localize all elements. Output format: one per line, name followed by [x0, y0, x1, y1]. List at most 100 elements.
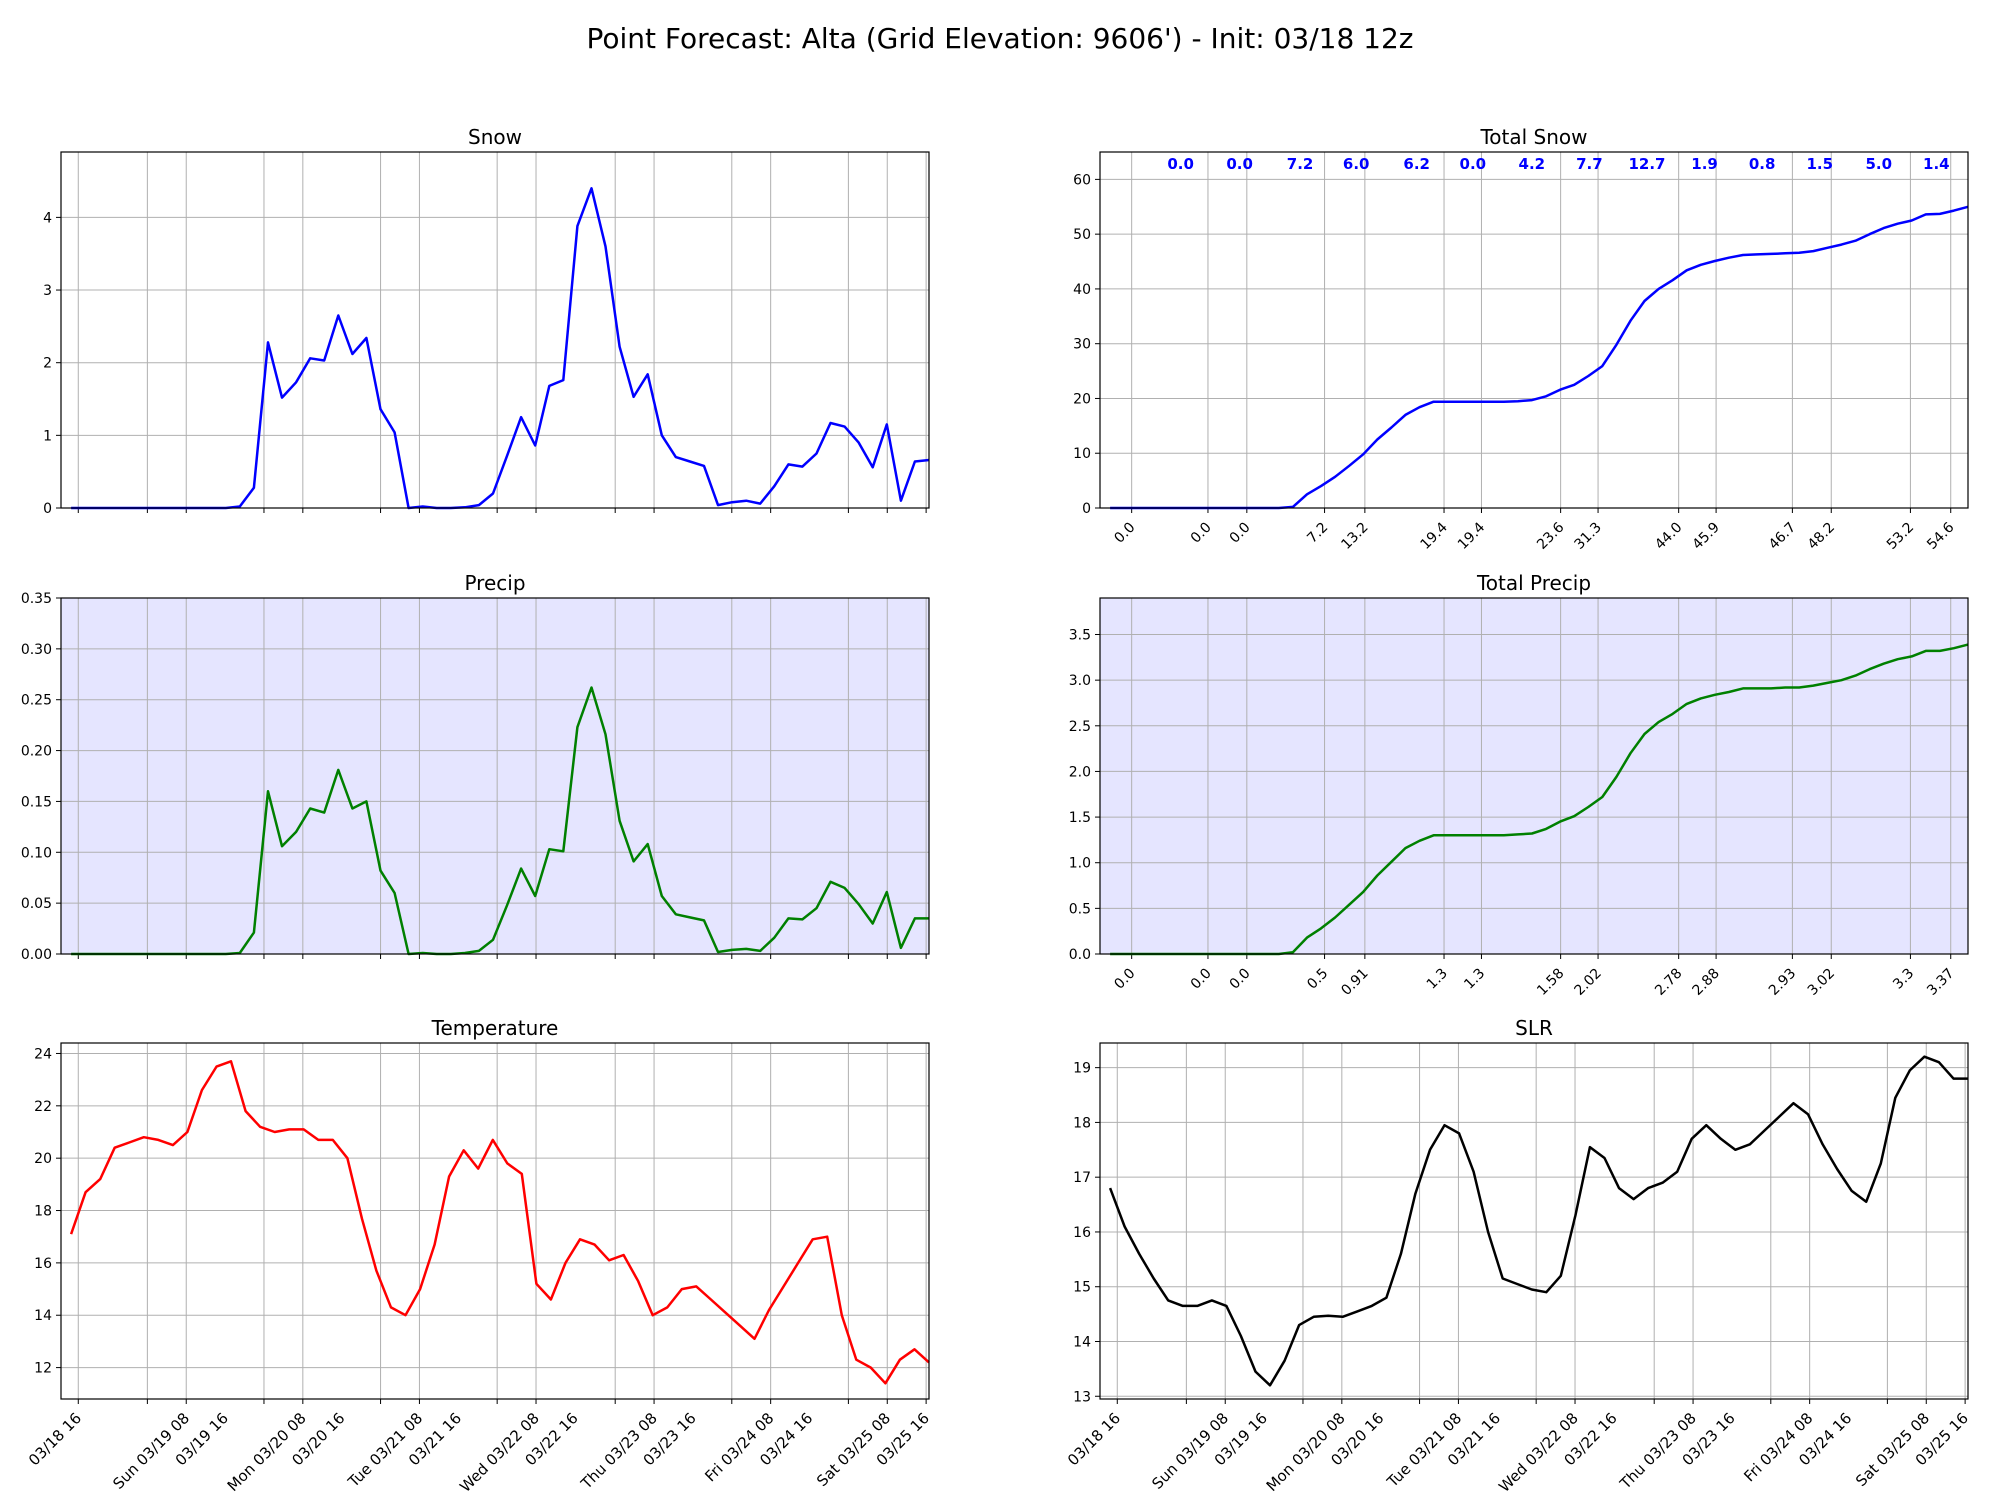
total-precip-title: Total Precip [1476, 571, 1591, 595]
total-precip-chart: 0.0 0.5 1.0 1.5 2.0 2.5 3.0 3.5 Total Precip 0.0 0… [1069, 571, 1969, 999]
precip-ytick-label: 0.35 [21, 591, 52, 607]
total-snow-ytick-label: 40 [1073, 282, 1091, 298]
total-snow-ytick-label: 0 [1082, 501, 1091, 517]
total-snow-xtick-label: 46.7 [1766, 520, 1799, 553]
total-snow-xtick-label: 19.4 [1455, 519, 1488, 552]
total-snow-period-total-label: 4.2 [1519, 155, 1546, 173]
temperature-ytick-label: 14 [34, 1308, 52, 1324]
total-precip-ytick-label: 2.0 [1069, 764, 1091, 780]
total-snow-period-total-label: 0.0 [1460, 155, 1487, 173]
temperature-ytick-label: 12 [34, 1361, 52, 1377]
slr-plot-background [1100, 1043, 1968, 1399]
total-snow-xtick-label: 23.6 [1534, 519, 1567, 552]
slr-series-line [1108, 1055, 1968, 1387]
total-snow-ytick-label: 10 [1073, 446, 1091, 462]
total-precip-xtick-label: 3.02 [1805, 966, 1838, 999]
total-snow-title: Total Snow [1479, 125, 1587, 149]
total-snow-xtick-label: 13.2 [1338, 520, 1371, 553]
total-precip-xtick-label: 2.93 [1766, 966, 1799, 999]
total-snow-xtick-label: 45.9 [1690, 520, 1723, 553]
total-precip-ytick-label: 0.0 [1069, 947, 1091, 963]
total-snow-ytick-label: 20 [1073, 391, 1091, 407]
total-precip-xtick-label: 0.0 [1188, 966, 1215, 993]
total-snow-period-total-label: 0.0 [1226, 155, 1253, 173]
snow-frame [60, 151, 930, 509]
total-snow-period-total-label: 5.0 [1865, 155, 1892, 173]
total-precip-ytick-label: 1.5 [1069, 810, 1091, 826]
precip-ytick-label: 0.30 [21, 642, 52, 658]
snow-ytick-label: 2 [43, 356, 52, 372]
page-title: Point Forecast: Alta (Grid Elevation: 96… [586, 22, 1414, 55]
total-precip-xtick-label: 1.58 [1534, 966, 1567, 999]
total-snow-period-total-label: 1.5 [1806, 155, 1833, 173]
total-snow-plot-background [1100, 152, 1968, 508]
total-precip-xtick-label: 0.0 [1227, 966, 1254, 993]
total-snow-period-total-label: 1.9 [1691, 155, 1718, 173]
total-snow-xtick-label: 44.0 [1652, 520, 1685, 553]
total-precip-ytick-label: 3.5 [1069, 628, 1091, 644]
precip-ytick-label: 0.05 [21, 896, 52, 912]
slr-ytick-label: 16 [1073, 1225, 1091, 1241]
snow-plot-background [61, 152, 929, 508]
total-snow-period-total-label: 7.2 [1287, 155, 1314, 173]
temperature-series-line [69, 1060, 930, 1385]
total-snow-period-total-label: 6.2 [1403, 155, 1430, 173]
slr-ytick-label: 18 [1073, 1115, 1091, 1131]
total-snow-period-total-label: 12.7 [1628, 155, 1665, 173]
precip-ytick-label: 0.00 [21, 947, 52, 963]
total-precip-xtick-label: 0.0 [1111, 966, 1138, 993]
total-snow-period-total-label: 0.8 [1749, 155, 1776, 173]
slr-ytick-label: 15 [1073, 1280, 1091, 1296]
temperature-ytick-label: 24 [34, 1046, 52, 1062]
total-precip-xtick-label: 1.3 [1461, 966, 1488, 993]
precip-chart: 0.00 0.05 0.10 0.15 0.20 0.25 0.30 0.35 Precip [21, 571, 930, 963]
temperature-xtick-label: 03/18 16 [25, 1409, 85, 1469]
snow-ytick-label: 4 [43, 210, 52, 226]
precip-plot-background [61, 598, 929, 954]
slr-title: SLR [1515, 1016, 1553, 1040]
temperature-title: Temperature [431, 1016, 559, 1040]
slr-ytick-label: 19 [1073, 1061, 1091, 1077]
total-precip-xtick-label: 0.91 [1338, 966, 1371, 999]
total-precip-ytick-label: 1.0 [1069, 856, 1091, 872]
slr-frame [1099, 1042, 1969, 1400]
total-precip-xtick-label: 0.5 [1304, 966, 1331, 993]
total-snow-ytick-label: 60 [1073, 172, 1091, 188]
total-precip-ytick-label: 0.5 [1069, 901, 1091, 917]
total-snow-ytick-label: 50 [1073, 227, 1091, 243]
slr-xtick-label: 03/18 16 [1064, 1409, 1124, 1469]
precip-ytick-label: 0.15 [21, 794, 52, 810]
total-snow-xtick-label: 48.2 [1805, 520, 1838, 553]
total-snow-xtick-label: 53.2 [1884, 520, 1917, 553]
total-snow-xtick-label: 7.2 [1304, 520, 1331, 547]
temperature-ytick-label: 22 [34, 1099, 52, 1115]
total-precip-xtick-label: 3.3 [1890, 966, 1917, 993]
total-snow-xtick-label: 0.0 [1188, 520, 1215, 547]
precip-title: Precip [464, 571, 525, 595]
snow-ytick-label: 0 [43, 501, 52, 517]
total-precip-xtick-label: 1.3 [1424, 966, 1451, 993]
total-precip-xtick-label: 3.37 [1924, 966, 1957, 999]
total-snow-period-total-label: 6.0 [1343, 155, 1370, 173]
snow-chart: 0 1 2 3 4 Snow [43, 125, 930, 517]
total-precip-plot-background [1100, 598, 1968, 954]
snow-ytick-label: 3 [43, 283, 52, 299]
total-snow-xtick-label: 19.4 [1418, 519, 1451, 552]
slr-ytick-label: 14 [1073, 1334, 1091, 1350]
total-snow-period-total-label: 7.7 [1576, 155, 1603, 173]
total-snow-frame [1099, 151, 1969, 509]
snow-title: Snow [468, 125, 522, 149]
slr-ytick-label: 13 [1073, 1389, 1091, 1405]
total-precip-xtick-label: 2.88 [1690, 966, 1723, 999]
precip-frame [60, 597, 930, 955]
total-precip-ytick-label: 2.5 [1069, 719, 1091, 735]
precip-ytick-label: 0.25 [21, 693, 52, 709]
precip-ytick-label: 0.20 [21, 744, 52, 760]
total-snow-period-total-label: 0.0 [1167, 155, 1194, 173]
slr-ytick-label: 17 [1073, 1170, 1091, 1186]
temperature-ytick-label: 16 [34, 1256, 52, 1272]
total-snow-period-total-label: 1.4 [1923, 155, 1950, 173]
total-snow-chart: 0 10 20 30 40 50 60 Total Snow 0.0 0.0 7.2 6.0 6.2 0.… [1073, 125, 1969, 553]
